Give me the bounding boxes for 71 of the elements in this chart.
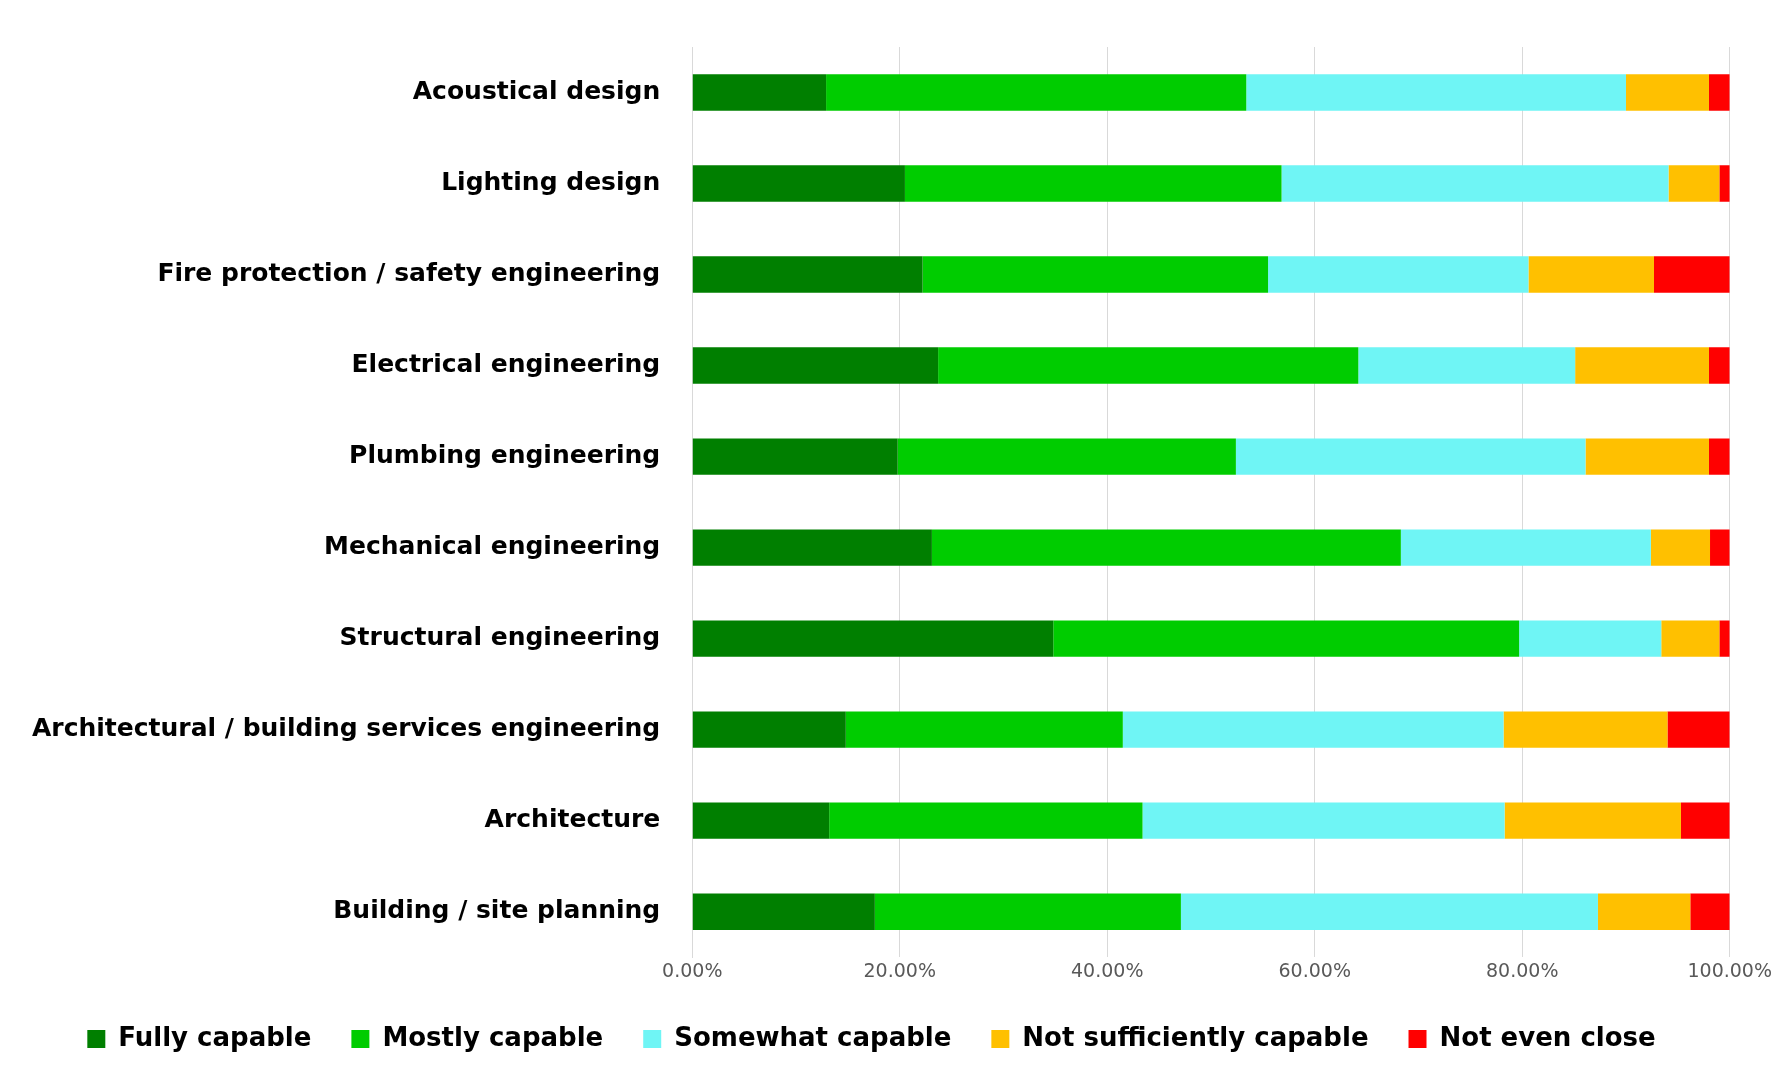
bar	[692, 893, 875, 930]
bar	[845, 711, 1123, 748]
bar	[1528, 256, 1654, 293]
x-tick-label: 0.00%	[662, 958, 723, 981]
bar	[1180, 893, 1598, 930]
bar	[938, 347, 1359, 384]
bar	[692, 438, 898, 475]
bar	[1719, 165, 1730, 202]
bar	[874, 893, 1181, 930]
y-tick-label: Architectural / building services engineering	[32, 713, 661, 743]
bar	[692, 165, 905, 202]
bar	[692, 529, 932, 566]
bar	[1668, 165, 1720, 202]
bar	[904, 165, 1282, 202]
bar	[1281, 165, 1669, 202]
bar	[1667, 711, 1730, 748]
bar	[922, 256, 1269, 293]
y-tick-label: Plumbing engineering	[349, 440, 661, 470]
bar	[692, 620, 1054, 657]
bar	[1708, 438, 1730, 475]
bar	[1268, 256, 1529, 293]
bar	[1575, 347, 1709, 384]
legend-label: Mostly capable	[382, 1021, 604, 1052]
bar	[1519, 620, 1662, 657]
bar	[1625, 74, 1709, 111]
y-tick-label: Architecture	[484, 804, 661, 834]
y-tick-label: Lighting design	[441, 167, 661, 197]
legend-label: Somewhat capable	[674, 1021, 952, 1052]
bar	[1710, 529, 1730, 566]
bar	[1235, 438, 1586, 475]
bar	[1708, 74, 1730, 111]
bar	[826, 74, 1247, 111]
x-tick-label: 40.00%	[1071, 958, 1144, 981]
bar	[1690, 893, 1730, 930]
bar	[1654, 256, 1730, 293]
bar	[1650, 529, 1711, 566]
y-tick-label: Structural engineering	[339, 622, 661, 652]
bar	[1719, 620, 1730, 657]
bar	[692, 347, 939, 384]
bar	[1597, 893, 1691, 930]
bar	[1585, 438, 1709, 475]
bar	[692, 711, 846, 748]
bar	[1246, 74, 1626, 111]
x-tick-label: 100.00%	[1687, 958, 1773, 981]
bar	[1708, 347, 1730, 384]
bar	[1122, 711, 1504, 748]
bar	[1400, 529, 1651, 566]
bar	[1661, 620, 1720, 657]
bar	[1358, 347, 1576, 384]
x-tick-label: 80.00%	[1486, 958, 1559, 981]
bar	[692, 74, 827, 111]
bar	[931, 529, 1401, 566]
y-tick-label: Mechanical engineering	[324, 531, 661, 561]
x-tick-label: 20.00%	[863, 958, 936, 981]
bar	[1053, 620, 1520, 657]
bar	[1680, 802, 1730, 839]
bar	[829, 802, 1143, 839]
bar	[1142, 802, 1505, 839]
y-tick-label: Fire protection / safety engineering	[157, 258, 661, 288]
legend-label: Not sufficiently capable	[1022, 1021, 1369, 1052]
bar	[692, 802, 830, 839]
legend-label: Fully capable	[118, 1021, 312, 1052]
bar	[1504, 802, 1681, 839]
y-tick-label: Acoustical design	[412, 76, 661, 106]
legend-label: Not even close	[1439, 1021, 1656, 1052]
bar	[897, 438, 1236, 475]
y-tick-label: Electrical engineering	[351, 349, 661, 379]
x-tick-label: 60.00%	[1278, 958, 1351, 981]
bar	[692, 256, 923, 293]
bar	[1503, 711, 1668, 748]
y-tick-label: Building / site planning	[333, 895, 661, 925]
